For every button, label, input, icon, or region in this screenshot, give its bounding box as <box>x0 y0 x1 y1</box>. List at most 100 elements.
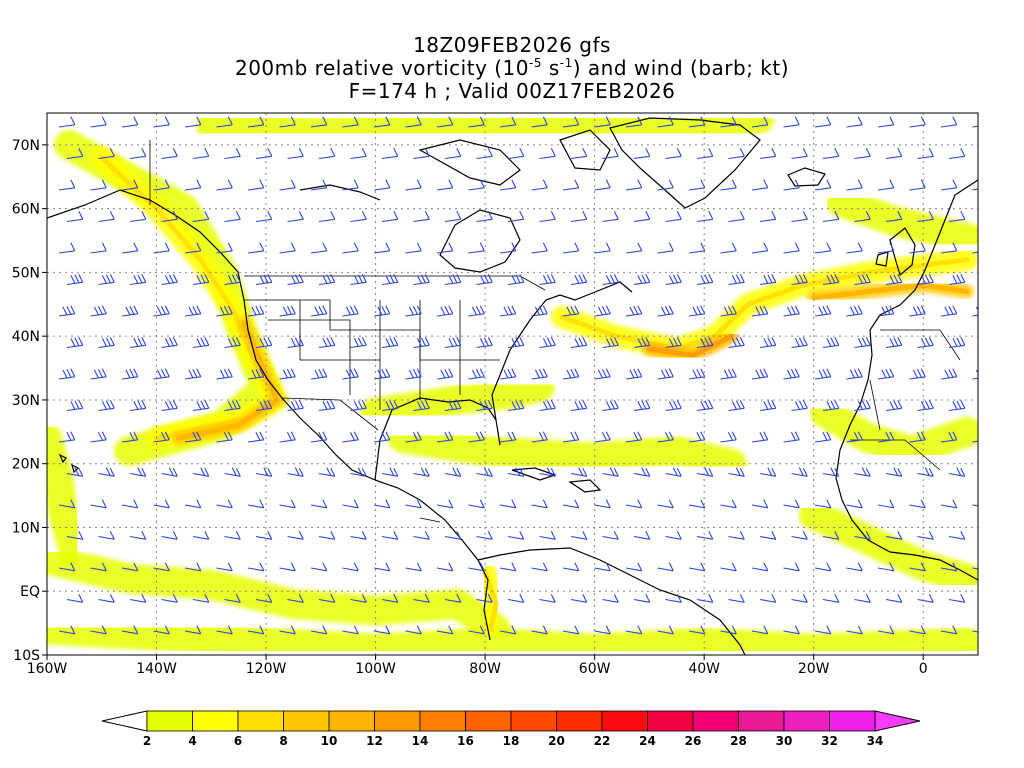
colorbar-segment <box>465 710 512 732</box>
wind-barb <box>531 562 548 572</box>
wind-barb <box>247 242 265 254</box>
lon-label: 0 <box>919 661 928 677</box>
wind-barb <box>373 625 391 635</box>
wind-barb <box>531 305 548 317</box>
wind-barb <box>66 594 84 603</box>
colorbar-label: 32 <box>821 734 838 748</box>
wind-barb <box>822 531 840 540</box>
wind-barb <box>854 211 871 223</box>
wind-barb <box>633 211 651 223</box>
wind-barb <box>751 499 769 509</box>
wind-barb <box>279 562 296 572</box>
wind-barb <box>751 431 769 443</box>
wind-barb <box>981 274 997 284</box>
lat-label: 70N <box>12 138 40 154</box>
wind-barb <box>247 305 265 317</box>
colorbar-label: 24 <box>639 734 656 748</box>
wind-barb <box>885 337 903 349</box>
wind-barb <box>783 179 800 191</box>
wind-barb <box>129 400 147 412</box>
wind-barb <box>625 179 643 191</box>
wind-barb <box>444 337 462 349</box>
wind-barb <box>184 562 202 572</box>
wind-barb <box>791 531 808 540</box>
wind-barb <box>279 368 296 380</box>
wind-barb <box>531 179 548 191</box>
wind-barb <box>247 562 265 572</box>
wind-barb <box>570 594 588 603</box>
wind-barb <box>562 179 580 191</box>
wind-barb <box>909 242 926 254</box>
wind-barb <box>665 531 682 540</box>
colorbar-label: 34 <box>867 734 884 748</box>
wind-barb <box>885 400 903 412</box>
wind-barb <box>287 274 304 286</box>
wind-barb <box>310 179 328 191</box>
wind-barb <box>98 274 115 286</box>
wind-barb <box>413 274 430 286</box>
wind-barb <box>531 368 548 380</box>
wind-barb <box>373 305 391 317</box>
wind-barb <box>90 305 107 317</box>
wind-barb <box>216 625 233 635</box>
wind-barb <box>98 531 115 540</box>
colorbar-segment <box>237 710 284 732</box>
wind-barb <box>90 179 107 191</box>
wind-barb <box>688 562 706 572</box>
wind-barb <box>877 562 895 572</box>
wind-barb <box>381 211 399 223</box>
wind-barb <box>499 499 517 509</box>
wind-barb <box>657 179 674 191</box>
wind-barb <box>224 148 241 160</box>
wind-barb <box>436 431 454 443</box>
wind-barb <box>342 179 359 191</box>
lon-label: 40W <box>688 661 720 677</box>
wind-barb <box>310 562 328 572</box>
wind-barb <box>342 431 359 443</box>
wind-barb <box>468 368 485 380</box>
wind-barb <box>751 305 769 317</box>
colorbar-segment <box>738 710 785 732</box>
wind-barb <box>720 179 737 191</box>
wind-barb <box>192 211 210 223</box>
wind-barb <box>783 305 800 317</box>
wind-barb <box>625 368 643 380</box>
wind-barb <box>98 400 115 412</box>
wind-barb <box>602 211 619 223</box>
wind-barb <box>436 179 454 191</box>
wind-barb <box>972 125 978 128</box>
wind-barb <box>161 274 178 286</box>
lat-label: 20N <box>12 457 40 473</box>
wind-barb <box>981 148 997 158</box>
title-line-2: 200mb relative vorticity (10-5 s-1) and … <box>0 57 1024 79</box>
wind-barb <box>751 116 769 128</box>
wind-barb <box>161 467 178 477</box>
wind-barb <box>184 116 202 128</box>
wind-barb <box>468 562 485 572</box>
vorticity-core <box>646 333 735 358</box>
wind-barb <box>822 594 840 603</box>
wind-barb <box>224 211 241 223</box>
wind-barb <box>247 368 265 380</box>
wind-barb <box>814 179 832 191</box>
colorbar: 2 4 6 8 10 12 14 16 18 20 22 24 26 28 30 32 34 <box>101 710 921 748</box>
wind-barb <box>476 211 493 223</box>
wind-barb <box>444 274 462 286</box>
wind-barb <box>657 431 674 443</box>
wind-barb <box>814 562 832 572</box>
wind-barb <box>121 499 139 509</box>
wind-barb <box>562 431 580 443</box>
wind-barb <box>822 337 840 349</box>
wind-barb <box>948 400 966 412</box>
wind-barb <box>981 211 997 221</box>
wind-barb <box>66 211 84 223</box>
wind-barb <box>121 305 139 317</box>
title-line-3: F=174 h ; Valid 00Z17FEB2026 <box>348 79 676 103</box>
wind-barb <box>444 211 462 223</box>
wind-barb <box>940 242 958 254</box>
wind-barb <box>66 467 84 477</box>
colorbar-segment <box>192 710 239 732</box>
wind-barb <box>129 337 147 349</box>
wind-barb <box>121 431 139 443</box>
wind-barb <box>184 368 202 380</box>
